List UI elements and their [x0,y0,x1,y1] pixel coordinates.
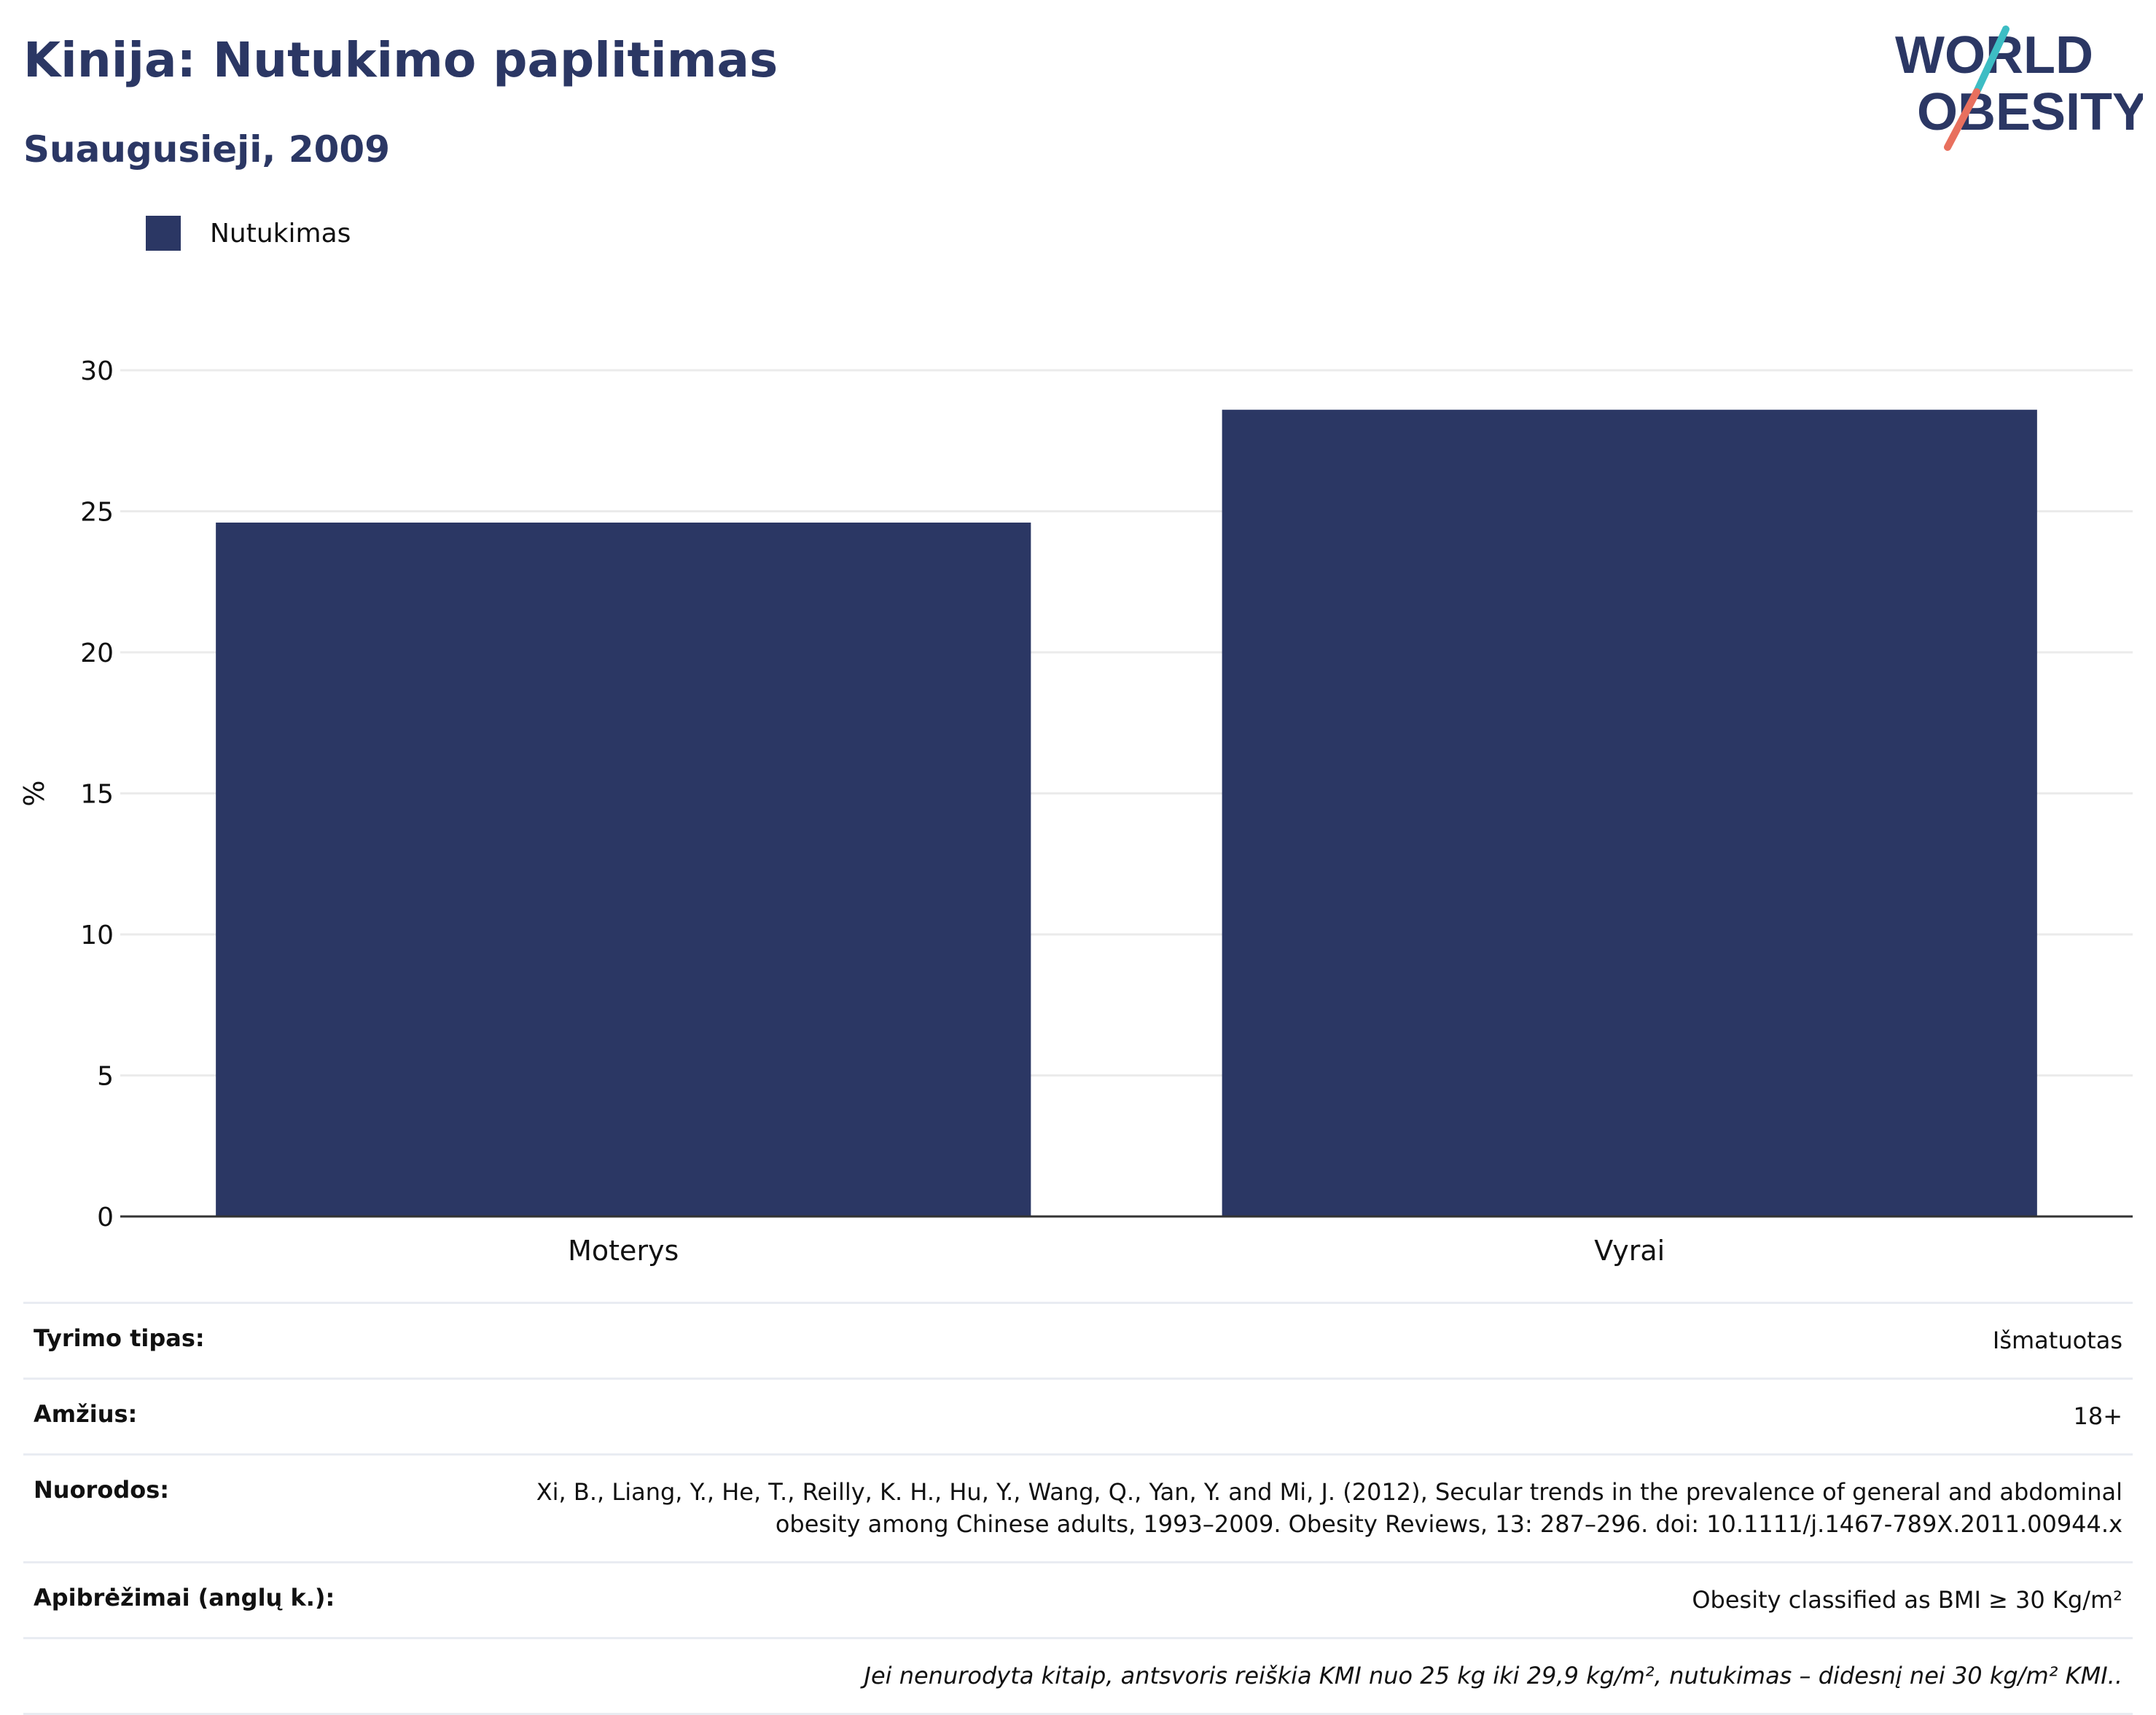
y-tick-labels: 0 5 10 15 20 25 30 [80,356,114,1232]
bar-moterys [216,522,1031,1216]
info-row-references: Nuorodos: Xi, B., Liang, Y., He, T., Rei… [23,1453,2133,1562]
info-row-age: Amžius: 18+ [23,1377,2133,1453]
info-label: Apibrėžimai (anglų k.): [34,1584,335,1612]
x-tick-labels: Moterys Vyrai [568,1235,1665,1267]
info-value: 18+ [2073,1402,2122,1430]
info-table: Tyrimo tipas: Išmatuotas Amžius: 18+ Nuo… [23,1302,2133,1715]
info-value: Obesity classified as BMI ≥ 30 Kg/m² [1692,1586,2122,1614]
world-obesity-logo: WORLD OBESITY [1895,26,2143,151]
info-label: Tyrimo tipas: [34,1324,205,1352]
info-value: Išmatuotas [1992,1327,2122,1354]
legend: Nutukimas [146,216,351,251]
y-tick-label: 25 [80,498,114,528]
info-row-definitions: Apibrėžimai (anglų k.): Obesity classifi… [23,1561,2133,1637]
y-tick-label: 20 [80,638,114,668]
y-tick-label: 15 [80,780,114,810]
chart-subtitle: Suaugusieji, 2009 [23,128,390,171]
x-tick-label: Vyrai [1594,1235,1665,1267]
logo-word-obesity: OBESITY [1917,83,2143,141]
bar-chart: 0 5 10 15 20 25 30 Moterys Vyrai % [18,356,2133,1267]
info-row-study-type: Tyrimo tipas: Išmatuotas [23,1302,2133,1378]
bar-vyrai [1222,410,2037,1217]
info-note: Jei nenurodyta kitaip, antsvoris reiškia… [864,1661,2123,1689]
info-row-note: Jei nenurodyta kitaip, antsvoris reiškia… [23,1636,2133,1715]
y-tick-label: 5 [97,1062,114,1092]
info-value: Xi, B., Liang, Y., He, T., Reilly, K. H.… [536,1477,2122,1539]
x-tick-label: Moterys [568,1235,679,1267]
legend-swatch [146,216,181,251]
y-tick-label: 0 [97,1203,114,1232]
logo-slash-bottom [1944,88,1980,151]
y-tick-label: 30 [80,356,114,386]
legend-label-nutukimas: Nutukimas [210,218,351,249]
y-axis-label: % [18,780,50,806]
y-tick-label: 10 [80,921,114,950]
logo-slash-top [1973,26,2009,95]
info-label: Amžius: [34,1399,138,1428]
bars [216,410,2037,1217]
info-label: Nuorodos: [34,1475,170,1504]
chart-title: Kinija: Nutukimo paplitimas [23,32,778,88]
